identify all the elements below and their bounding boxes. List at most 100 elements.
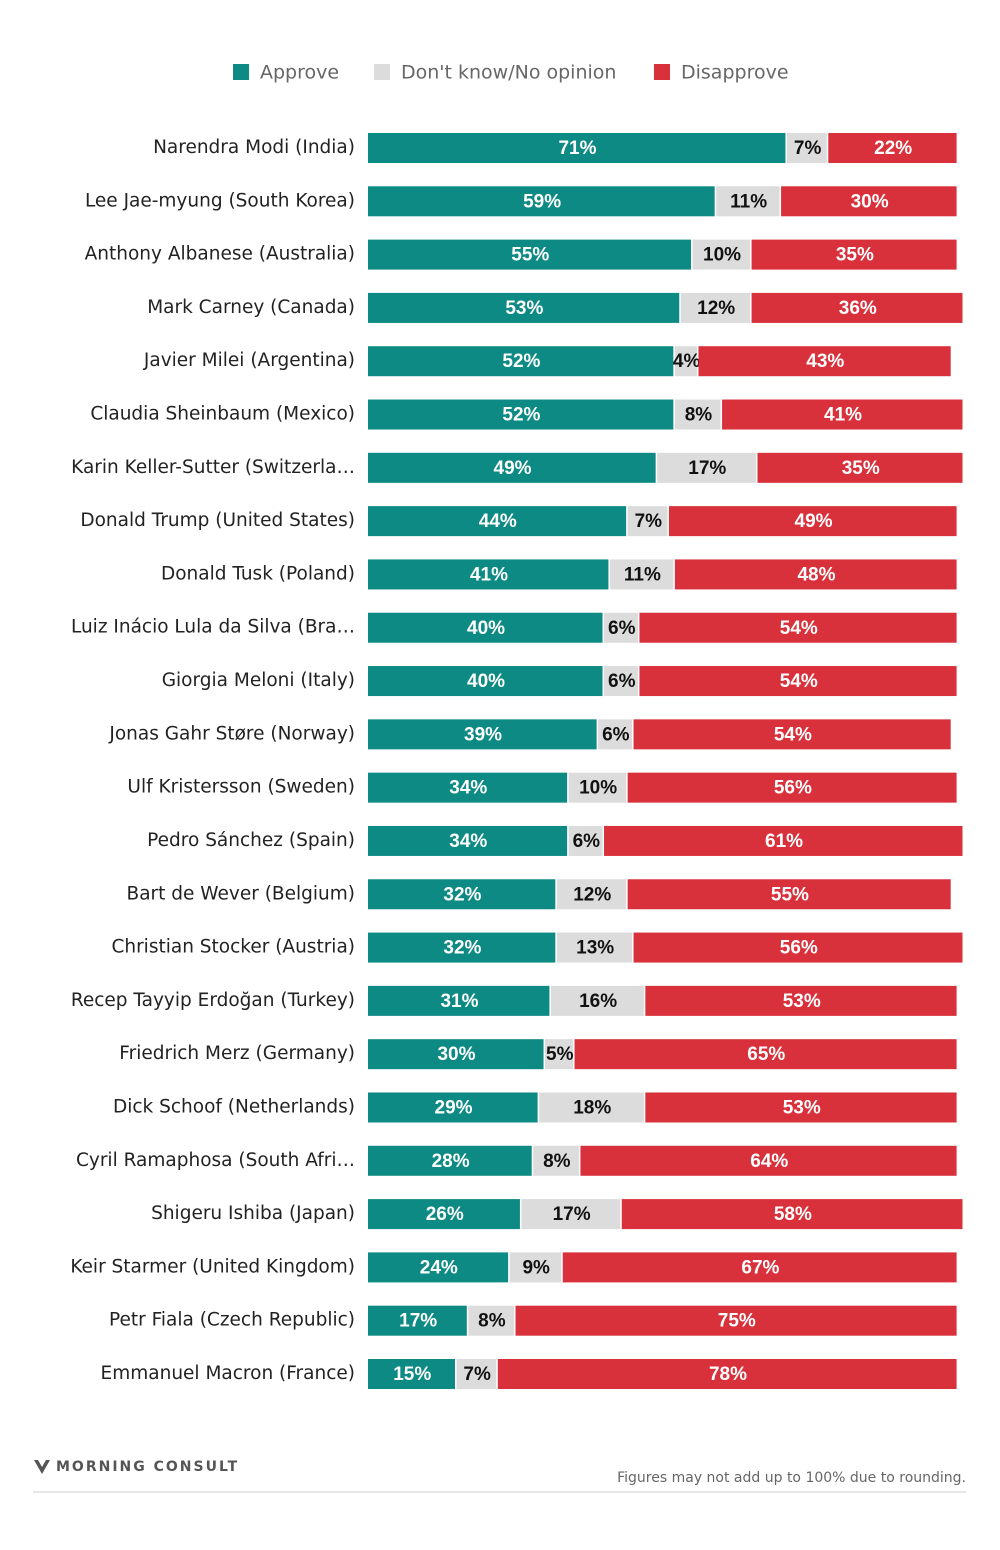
value-label: 12% <box>697 298 735 319</box>
bar-segment <box>716 186 780 217</box>
bar-segment <box>609 559 674 590</box>
category-label: Keir Starmer (United Kingdom) <box>70 1256 355 1277</box>
value-label: 71% <box>558 138 596 159</box>
bar-segment <box>368 666 603 697</box>
bar-segment <box>722 399 963 430</box>
value-label: 49% <box>494 458 532 479</box>
bar-segment <box>698 346 951 377</box>
legend-label: Don't know/No opinion <box>401 62 616 84</box>
value-label: 78% <box>709 1364 747 1385</box>
bar-segment <box>368 825 568 856</box>
bar-segment <box>509 1252 562 1283</box>
bar-segment <box>604 666 638 697</box>
value-label: 16% <box>579 991 617 1012</box>
value-label: 59% <box>523 191 561 212</box>
bar-segment <box>562 1252 957 1283</box>
bar-segment <box>368 772 568 803</box>
value-label: 26% <box>426 1204 464 1225</box>
bar-segment <box>515 1305 957 1336</box>
category-label: Mark Carney (Canada) <box>147 297 355 318</box>
value-label: 40% <box>467 671 505 692</box>
bar-segment <box>368 1092 538 1123</box>
value-label: 64% <box>750 1151 788 1172</box>
value-label: 40% <box>467 618 505 639</box>
bar-segment <box>568 825 603 856</box>
category-label: Ulf Kristersson (Sweden) <box>127 777 355 798</box>
bar-segment <box>786 133 827 163</box>
bar-segment <box>368 506 627 537</box>
value-label: 52% <box>502 351 540 372</box>
value-label: 24% <box>420 1257 458 1278</box>
bar-segment <box>368 1252 509 1283</box>
bar-segment <box>368 612 603 643</box>
value-label: 53% <box>783 1097 821 1118</box>
value-label: 44% <box>479 511 517 532</box>
legend-swatch <box>233 64 249 80</box>
bar-segment <box>639 666 957 697</box>
bar-segment <box>680 292 751 323</box>
bar-segment <box>368 1305 467 1336</box>
bar-segment <box>550 985 644 1016</box>
bar-segment <box>368 1039 544 1070</box>
value-label: 6% <box>573 831 601 852</box>
bar-segment <box>368 239 692 270</box>
bar-segment <box>556 932 633 963</box>
bar-segment <box>368 186 715 217</box>
category-label: Jonas Gahr Støre (Norway) <box>108 723 355 744</box>
category-label: Lee Jae-myung (South Korea) <box>85 190 355 211</box>
bar-segment <box>604 612 638 643</box>
value-label: 8% <box>543 1151 571 1172</box>
bar-segment <box>598 719 633 750</box>
value-label: 54% <box>780 671 818 692</box>
value-label: 30% <box>437 1044 475 1065</box>
bar-segment <box>545 1039 574 1070</box>
category-label: Anthony Albanese (Australia) <box>85 244 355 265</box>
value-label: 67% <box>741 1257 779 1278</box>
bar-segment <box>580 1145 957 1176</box>
value-label: 52% <box>502 405 540 426</box>
legend-label: Approve <box>260 62 339 84</box>
value-label: 43% <box>806 351 844 372</box>
value-label: 41% <box>824 405 862 426</box>
value-label: 41% <box>470 564 508 585</box>
value-label: 6% <box>602 724 630 745</box>
value-label: 56% <box>780 938 818 959</box>
category-label: Karin Keller-Sutter (Switzerla… <box>71 457 355 478</box>
value-label: 10% <box>579 778 617 799</box>
value-label: 6% <box>608 671 636 692</box>
value-label: 9% <box>522 1257 550 1278</box>
bar-segment <box>657 452 756 483</box>
value-label: 6% <box>608 618 636 639</box>
bar-segment <box>533 1145 579 1176</box>
bar-segment <box>556 879 627 910</box>
value-label: 17% <box>399 1311 437 1332</box>
bar-segment <box>751 239 957 270</box>
value-label: 7% <box>635 511 663 532</box>
bar-segment <box>368 1199 520 1230</box>
value-label: 55% <box>511 245 549 266</box>
value-label: 54% <box>780 618 818 639</box>
category-label: Shigeru Ishiba (Japan) <box>151 1203 355 1224</box>
value-label: 55% <box>771 884 809 905</box>
category-label: Donald Tusk (Poland) <box>161 563 355 584</box>
value-label: 54% <box>774 724 812 745</box>
value-label: 56% <box>774 778 812 799</box>
bar-segment <box>539 1092 644 1123</box>
value-label: 11% <box>730 191 767 212</box>
bar-segment <box>574 1039 957 1070</box>
bar-segment <box>692 239 751 270</box>
bar-segment <box>604 825 963 856</box>
value-label: 12% <box>573 884 611 905</box>
bar-segment <box>521 1199 621 1230</box>
category-label: Cyril Ramaphosa (South Afri… <box>76 1150 355 1171</box>
bar-segment <box>757 452 963 483</box>
value-label: 11% <box>624 564 661 585</box>
bar-segment <box>633 932 963 963</box>
category-label: Dick Schoof (Netherlands) <box>113 1096 355 1117</box>
value-label: 7% <box>794 138 822 159</box>
value-label: 48% <box>797 564 835 585</box>
bar-segment <box>633 719 951 750</box>
bar-segment <box>781 186 957 217</box>
value-label: 7% <box>463 1364 491 1385</box>
